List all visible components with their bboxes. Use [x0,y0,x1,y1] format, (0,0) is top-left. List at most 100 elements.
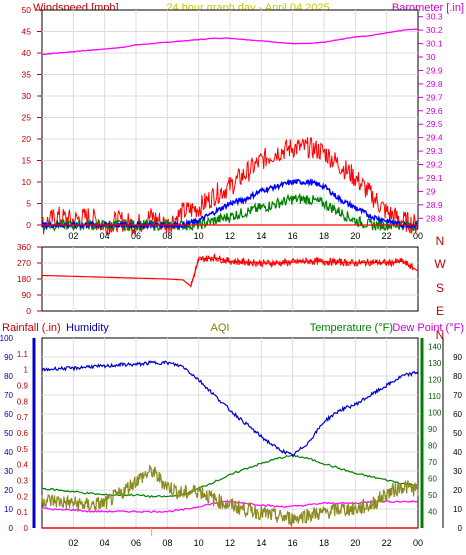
x-tick-label-10: 10 [194,538,204,548]
x-tick-label-08: 08 [162,538,172,548]
compass-n: N [436,328,445,342]
wind-average-line [41,177,419,231]
aqi-axis-title: AQI [211,322,230,334]
windspeed-tick-30: 30 [22,91,32,101]
x-tick-label-14: 14 [256,538,266,548]
barometer-tick-29.5: 29.5 [426,119,443,129]
x-tick-label-18: 18 [319,231,329,241]
humidity-axis-title: Humidity [66,322,109,334]
x-tick-label-04: 04 [100,538,110,548]
climate-series-group [41,359,419,536]
rain-tick-0: 0 [24,524,29,533]
right-tick-80: 80 [453,372,462,381]
direction-tick-180: 180 [17,274,31,284]
right-tick-10: 10 [453,505,462,514]
right-tick-60: 60 [453,410,462,419]
x-tick-label-22: 22 [382,538,392,548]
x-tick-label-10: 10 [194,231,204,241]
right-tick-40: 40 [453,448,462,457]
compass-s: S [436,281,444,295]
humidity-tick-20: 20 [4,486,13,495]
compass-n: N [436,234,445,248]
windspeed-tick-15: 15 [22,156,32,166]
right-tick-90: 90 [453,353,462,362]
wind-gust-line [41,137,419,236]
barometer-line [41,28,419,55]
humidity-tick-50: 50 [4,429,13,438]
x-tick-label-04: 04 [100,231,110,241]
rain-tick-0.5: 0.5 [17,445,29,454]
x-tick-label-06: 06 [131,231,141,241]
climate-axis-bars [32,338,424,528]
barometer-tick-28.9: 28.9 [426,200,443,210]
humidity-tick-100: 100 [0,334,14,343]
barometer-tick-28.8: 28.8 [426,213,443,223]
x-tick-label-02: 02 [68,538,78,548]
barometer-tick-labels: 28.8 28.9 29 29.1 29.2 29.3 29.4 29.5 29.6 29.7 29… [418,12,443,223]
windspeed-tick-45: 45 [22,27,32,37]
humidity-tick-30: 30 [4,467,13,476]
temperature-line [41,453,419,499]
temperature-tick-130: 130 [428,359,442,368]
x-tick-label-00: 00 [413,538,423,548]
x-tick-label-20: 20 [350,231,360,241]
windspeed-tick-50: 50 [22,5,32,15]
direction-tick-360: 360 [17,242,31,252]
rain-tick-0.3: 0.3 [17,477,29,486]
x-tick-label-20: 20 [350,538,360,548]
humidity-tick-70: 70 [4,391,13,400]
windspeed-tick-10: 10 [22,177,32,187]
barometer-tick-30.3: 30.3 [426,12,443,22]
barometer-tick-30.1: 30.1 [426,39,443,49]
direction-tick-labels: 0 90 180 270 360 [17,242,42,316]
x-tick-label-12: 12 [225,538,235,548]
temperature-tick-70: 70 [428,458,437,467]
climate-x-tick-labels: 02 04 06 08 10 12 14 16 18 20 22 00 [68,538,423,548]
rainfall-axis-title: Rainfall (.in) [2,322,61,334]
windspeed-tick-40: 40 [22,48,32,58]
rain-tick-0.1: 0.1 [17,508,29,517]
barometer-tick-29.9: 29.9 [426,65,443,75]
barometer-tick-29.2: 29.2 [426,160,443,170]
temperature-tick-50: 50 [428,491,437,500]
x-tick-label-12: 12 [225,231,235,241]
x-tick-label-00: 00 [413,231,423,241]
right-tick-30: 30 [453,467,462,476]
humidity-tick-90: 90 [4,353,13,362]
humidity-tick-60: 60 [4,410,13,419]
temperature-tick-80: 80 [428,441,437,450]
right-tick-50: 50 [453,429,462,438]
dew-point-axis-title: Dew Point (°F) [392,322,464,334]
rain-tick-labels: 0 0.1 0.2 0.3 0.4 0.5 0.6 0.7 0.8 0.9 1 1.1 [17,350,29,533]
x-tick-label-22: 22 [382,231,392,241]
x-tick-label-14: 14 [256,231,266,241]
humidity-line [41,359,419,458]
compass-w: W [434,257,446,271]
temperature-tick-110: 110 [428,392,441,401]
compass-e: E [436,304,444,318]
wind-series-group [41,28,419,236]
humidity-tick-0: 0 [9,524,14,533]
wind-grid [42,10,418,225]
barometer-tick-29.4: 29.4 [426,133,443,143]
temperature-tick-60: 60 [428,474,437,483]
rain-tick-0.7: 0.7 [17,413,29,422]
direction-series-group [41,252,419,288]
rain-tick-0.2: 0.2 [17,492,29,501]
wind-x-tick-labels: 02 04 06 08 10 12 14 16 18 20 22 00 [68,231,423,241]
humidity-tick-labels: 0 10 20 30 40 50 60 70 80 90 100 [0,334,14,533]
x-tick-label-06: 06 [131,538,141,548]
temperature-axis-title: Temperature (°F) [310,322,393,334]
barometer-tick-29.3: 29.3 [426,146,443,156]
rain-tick-1: 1 [24,366,29,375]
right-tick-70: 70 [453,391,462,400]
rain-tick-0.9: 0.9 [17,382,29,391]
rain-tick-0.4: 0.4 [17,461,29,470]
humidity-tick-40: 40 [4,448,13,457]
barometer-tick-29.8: 29.8 [426,79,443,89]
x-tick-label-08: 08 [162,231,172,241]
windspeed-tick-0: 0 [26,220,31,230]
